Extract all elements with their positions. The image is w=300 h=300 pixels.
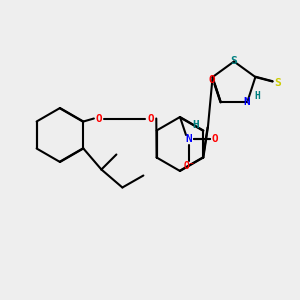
Text: O: O	[95, 113, 102, 124]
Text: S: S	[274, 78, 281, 88]
Text: H: H	[193, 119, 199, 130]
Text: S: S	[231, 56, 237, 67]
Text: N: N	[186, 134, 192, 145]
Text: O: O	[148, 113, 154, 124]
Text: H: H	[255, 91, 261, 101]
Text: O: O	[208, 75, 215, 85]
Text: O⁻: O⁻	[183, 161, 195, 171]
Text: O: O	[211, 134, 218, 145]
Text: N: N	[244, 97, 250, 107]
